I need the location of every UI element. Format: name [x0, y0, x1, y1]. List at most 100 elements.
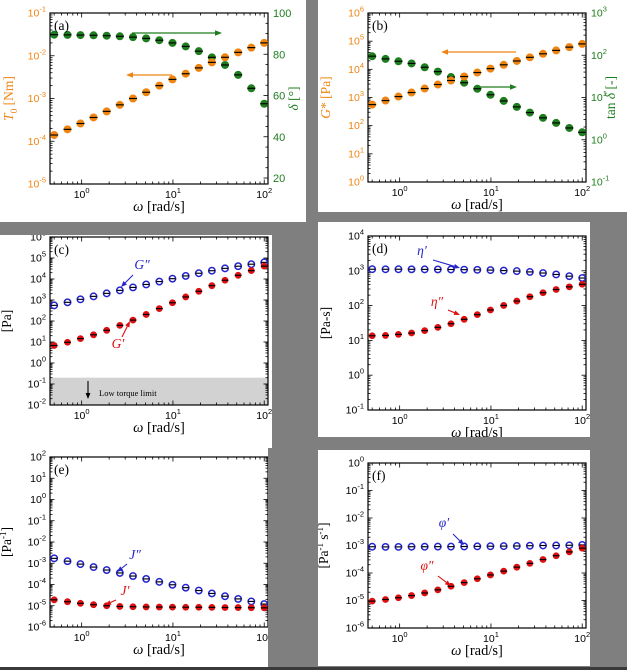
panel-f-chart: 100 101 102 10-6 10-5 10-4 10-3 10-2 10-1 100 [Pa-…: [318, 455, 590, 660]
svg-text:[Pa]: [Pa]: [0, 310, 14, 333]
svg-text:ω [rad/s]: ω [rad/s]: [133, 642, 185, 658]
svg-text:10-6: 10-6: [28, 619, 46, 634]
panel-a: 100 101 102 10-5 10-4 10-3 10-2 10-1 T0 [Nm] 20 40…: [0, 0, 306, 222]
svg-text:101: 101: [483, 412, 499, 427]
svg-text:10-3: 10-3: [346, 537, 364, 552]
svg-text:102: 102: [348, 297, 364, 312]
svg-text:100: 100: [392, 184, 408, 199]
svg-text:103: 103: [591, 5, 607, 20]
svg-text:η″: η″: [431, 294, 444, 309]
svg-text:20: 20: [273, 173, 285, 185]
svg-text:10-6: 10-6: [346, 620, 364, 635]
svg-text:(d): (d): [372, 241, 388, 256]
svg-text:105: 105: [348, 33, 364, 48]
svg-text:(a): (a): [54, 18, 69, 33]
svg-text:G′: G′: [112, 336, 126, 351]
panel-b: 100 101 102 100 101 102 103 104 105 106 G* [Pa] 10-…: [318, 0, 627, 212]
svg-text:φ″: φ″: [420, 558, 433, 573]
svg-text:10-1: 10-1: [28, 5, 46, 20]
svg-text:80: 80: [273, 49, 285, 61]
svg-text:101: 101: [165, 186, 181, 201]
svg-text:100: 100: [348, 174, 364, 189]
svg-text:T0 [Nm]: T0 [Nm]: [1, 76, 20, 121]
bottom-edge-bar: [0, 667, 627, 670]
svg-text:10-3: 10-3: [28, 555, 46, 570]
svg-text:[Pa-s]: [Pa-s]: [318, 307, 333, 339]
svg-text:106: 106: [348, 5, 364, 20]
svg-text:100: 100: [348, 367, 364, 382]
svg-text:100: 100: [392, 412, 408, 427]
svg-text:10-1: 10-1: [346, 402, 364, 417]
svg-text:G* [Pa]: G* [Pa]: [318, 76, 333, 118]
svg-text:103: 103: [30, 292, 46, 307]
svg-text:101: 101: [165, 407, 181, 422]
svg-text:102: 102: [591, 47, 607, 62]
svg-text:(f): (f): [372, 468, 386, 483]
svg-text:J′: J′: [121, 583, 131, 598]
svg-text:10-4: 10-4: [346, 565, 364, 580]
svg-text:10-1: 10-1: [346, 482, 364, 497]
svg-text:10-2: 10-2: [28, 534, 46, 549]
svg-text:φ′: φ′: [439, 515, 450, 530]
svg-text:δ [°]: δ [°]: [286, 86, 301, 110]
svg-text:10-2: 10-2: [346, 510, 364, 525]
panel-c-chart: 100 101 102 10-2 10-1 100 101 102 103 104 105 106 [P…: [0, 235, 272, 436]
panel-d-chart: 100 101 102 10-1 100 101 102 103 104 [Pa-s] ω [rad…: [318, 228, 590, 438]
svg-text:100: 100: [392, 630, 408, 645]
svg-text:100: 100: [30, 355, 46, 370]
svg-text:102: 102: [574, 184, 590, 199]
svg-text:100: 100: [591, 131, 607, 146]
svg-text:104: 104: [348, 228, 364, 243]
svg-text:101: 101: [30, 470, 46, 485]
svg-text:ω [rad/s]: ω [rad/s]: [451, 643, 503, 659]
svg-text:(e): (e): [54, 462, 69, 477]
svg-text:[Pa-1 s-1]: [Pa-1 s-1]: [318, 523, 331, 569]
svg-text:105: 105: [30, 250, 46, 265]
panel-f: 100 101 102 10-6 10-5 10-4 10-3 10-2 10-1 100 [Pa-…: [318, 450, 590, 666]
svg-text:Low torque limit: Low torque limit: [99, 388, 157, 398]
svg-text:101: 101: [483, 630, 499, 645]
svg-text:10-2: 10-2: [28, 397, 46, 412]
svg-text:10-1: 10-1: [28, 376, 46, 391]
svg-text:103: 103: [348, 89, 364, 104]
svg-text:101: 101: [348, 332, 364, 347]
svg-text:10-3: 10-3: [28, 90, 46, 105]
svg-text:10-5: 10-5: [346, 592, 364, 607]
svg-text:100: 100: [74, 407, 90, 422]
svg-text:10-4: 10-4: [28, 576, 46, 591]
panel-d: 100 101 102 10-1 100 101 102 103 104 [Pa-s] ω [rad…: [318, 222, 590, 437]
svg-text:102: 102: [256, 629, 268, 644]
panel-a-chart: 100 101 102 10-5 10-4 10-3 10-2 10-1 T0 [Nm] 20 40…: [1, 5, 301, 216]
svg-text:ω [rad/s]: ω [rad/s]: [451, 197, 503, 212]
panel-e: 100 101 102 10-6 10-5 10-4 10-3 10-2 10-1 100 101 1…: [0, 448, 268, 670]
svg-text:ω [rad/s]: ω [rad/s]: [133, 199, 185, 215]
svg-text:102: 102: [348, 117, 364, 132]
svg-text:103: 103: [348, 262, 364, 277]
svg-text:100: 100: [273, 8, 291, 20]
panel-e-chart: 100 101 102 10-6 10-5 10-4 10-3 10-2 10-1 100 101 1…: [0, 449, 268, 658]
svg-text:100: 100: [30, 491, 46, 506]
svg-text:10-2: 10-2: [28, 47, 46, 62]
svg-text:10-5: 10-5: [28, 597, 46, 612]
svg-text:101: 101: [591, 89, 607, 104]
svg-text:100: 100: [74, 186, 90, 201]
svg-text:10-5: 10-5: [28, 176, 46, 191]
svg-text:106: 106: [30, 235, 46, 244]
svg-text:ω [rad/s]: ω [rad/s]: [451, 425, 503, 437]
svg-text:10-4: 10-4: [28, 133, 46, 148]
svg-text:101: 101: [30, 334, 46, 349]
svg-text:102: 102: [574, 630, 590, 645]
svg-text:10-1: 10-1: [28, 512, 46, 527]
svg-text:101: 101: [483, 184, 499, 199]
svg-text:(b): (b): [372, 18, 388, 33]
svg-text:102: 102: [256, 186, 272, 201]
svg-text:η′: η′: [417, 243, 428, 258]
svg-text:[Pa-1]: [Pa-1]: [0, 527, 14, 557]
svg-text:102: 102: [256, 407, 272, 422]
svg-text:40: 40: [273, 132, 285, 144]
panel-c: 100 101 102 10-2 10-1 100 101 102 103 104 105 106 [P…: [0, 235, 272, 448]
svg-text:102: 102: [574, 412, 590, 427]
svg-text:104: 104: [30, 271, 46, 286]
svg-text:101: 101: [165, 629, 181, 644]
